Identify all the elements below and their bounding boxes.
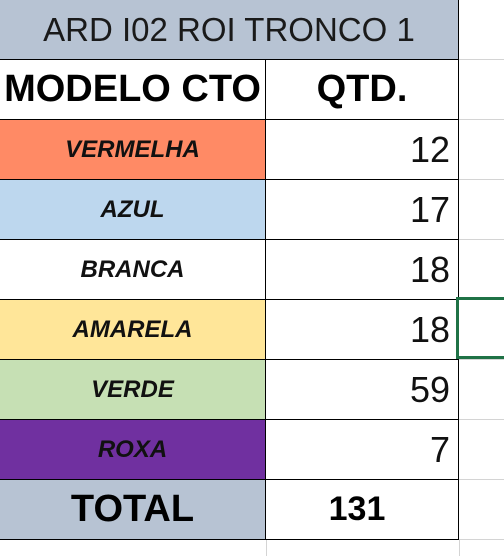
row-name-azul[interactable]: AZUL [0, 180, 266, 240]
row-name-vermelha[interactable]: VERMELHA [0, 120, 266, 180]
empty-cell[interactable] [459, 0, 504, 60]
row-name-roxa[interactable]: ROXA [0, 420, 266, 480]
next-row-gridlines [0, 540, 504, 556]
row-name-verde[interactable]: VERDE [0, 360, 266, 420]
row-qty-roxa[interactable]: 7 [266, 420, 459, 480]
row-qty-branca[interactable]: 18 [266, 240, 459, 300]
row-qty-vermelha[interactable]: 12 [266, 120, 459, 180]
empty-cell[interactable] [459, 360, 504, 420]
empty-cell[interactable] [459, 420, 504, 480]
row-qty-amarela[interactable]: 18 [266, 300, 459, 360]
empty-cell[interactable] [459, 60, 504, 120]
table-title[interactable]: ARD I02 ROI TRONCO 1 [0, 0, 459, 60]
total-value[interactable]: 131 [266, 480, 459, 540]
row-qty-azul[interactable]: 17 [266, 180, 459, 240]
row-name-branca[interactable]: BRANCA [0, 240, 266, 300]
header-quantity[interactable]: QTD. [266, 60, 459, 120]
empty-cell[interactable] [459, 300, 504, 360]
empty-cell[interactable] [459, 240, 504, 300]
selected-cell-outline[interactable] [456, 297, 504, 359]
total-label[interactable]: TOTAL [0, 480, 266, 540]
row-name-amarela[interactable]: AMARELA [0, 300, 266, 360]
empty-cell[interactable] [459, 120, 504, 180]
empty-cell[interactable] [459, 180, 504, 240]
empty-cell[interactable] [459, 480, 504, 540]
row-qty-verde[interactable]: 59 [266, 360, 459, 420]
header-model-cto[interactable]: MODELO CTO [0, 60, 266, 120]
